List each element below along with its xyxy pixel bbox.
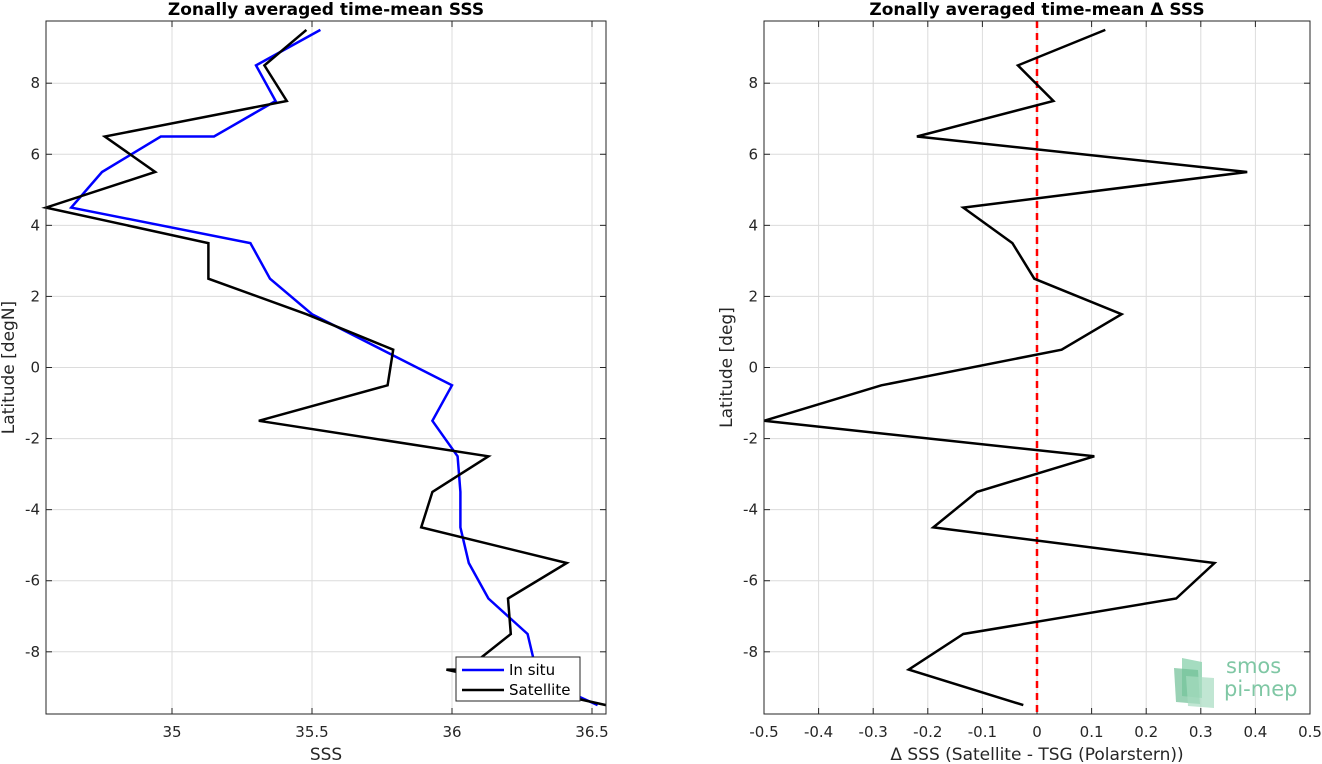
plot-frame xyxy=(763,20,1311,715)
x-tick-label: 0.4 xyxy=(1243,723,1267,741)
x-tick-label: 0.5 xyxy=(1298,723,1322,741)
y-tick-label: -4 xyxy=(25,501,40,519)
x-tick-label: -0.3 xyxy=(859,723,888,741)
y-tick-label: 8 xyxy=(748,74,758,92)
y-tick-label: 0 xyxy=(748,359,758,377)
y-tick-label: -6 xyxy=(25,572,40,590)
series-line-satellite xyxy=(41,28,607,707)
y-tick-label: 6 xyxy=(748,145,758,163)
x-tick-label: -0.2 xyxy=(913,723,942,741)
x-tick-label: -0.5 xyxy=(749,723,778,741)
y-tick-label: 6 xyxy=(30,145,40,163)
y-tick-label: 4 xyxy=(748,216,758,234)
y-tick-label: 8 xyxy=(30,74,40,92)
series-line-in-situ xyxy=(68,28,599,707)
chart-title: Zonally averaged time-mean SSS xyxy=(168,0,484,20)
panel-sss: 35 35.5 36 36.5 -8 -6 -4 -2 0 2 4 6 8 Zonally average… xyxy=(0,0,609,764)
x-tick-label: 0 xyxy=(1032,723,1042,741)
logo-text-pi-mep: pi-mep xyxy=(1224,677,1297,701)
legend: In situ Satellite xyxy=(455,656,581,702)
panel-delta-sss: -0.5 -0.4 -0.3 -0.2 -0.1 0 0.1 0.2 0.3 0.4 0.5 -8 -6… xyxy=(717,0,1322,764)
smos-pi-mep-logo: smos pi-mep xyxy=(1174,654,1297,708)
legend-box xyxy=(455,656,581,702)
y-tick-label: -8 xyxy=(25,643,40,661)
y-axis-label: Latitude [deg] xyxy=(717,307,737,428)
x-axis-label: Δ SSS (Satellite - TSG (Polarstern)) xyxy=(890,745,1183,764)
y-tick-label: -8 xyxy=(743,643,758,661)
x-tick-label: -0.1 xyxy=(968,723,997,741)
x-tick-label: 36.5 xyxy=(575,723,608,741)
legend-entry: Satellite xyxy=(509,681,570,699)
x-tick-label: 0.3 xyxy=(1189,723,1213,741)
y-tick-label: -2 xyxy=(25,430,40,448)
x-tick-label: 35.5 xyxy=(295,723,328,741)
logo-text-smos: smos xyxy=(1226,654,1281,678)
x-tick-label: 0.1 xyxy=(1080,723,1104,741)
legend-entry: In situ xyxy=(509,661,555,679)
y-tick-label: -4 xyxy=(743,501,758,519)
y-tick-label: 2 xyxy=(30,287,40,305)
chart-title: Zonally averaged time-mean Δ SSS xyxy=(869,0,1204,20)
y-tick-label: -6 xyxy=(743,572,758,590)
x-tick-label: -0.4 xyxy=(804,723,833,741)
x-tick-label: 35 xyxy=(162,723,181,741)
x-tick-label: 36 xyxy=(442,723,461,741)
y-tick-label: 4 xyxy=(30,216,40,234)
series-line-0 xyxy=(763,28,1248,707)
y-tick-label: 0 xyxy=(30,359,40,377)
logo-mark-icon xyxy=(1174,658,1214,708)
y-tick-label: 2 xyxy=(748,287,758,305)
plot-frame xyxy=(45,20,607,715)
x-axis-label: SSS xyxy=(310,745,342,764)
y-tick-label: -2 xyxy=(743,430,758,448)
y-axis-label: Latitude [degN] xyxy=(0,301,19,434)
x-tick-label: 0.2 xyxy=(1134,723,1158,741)
